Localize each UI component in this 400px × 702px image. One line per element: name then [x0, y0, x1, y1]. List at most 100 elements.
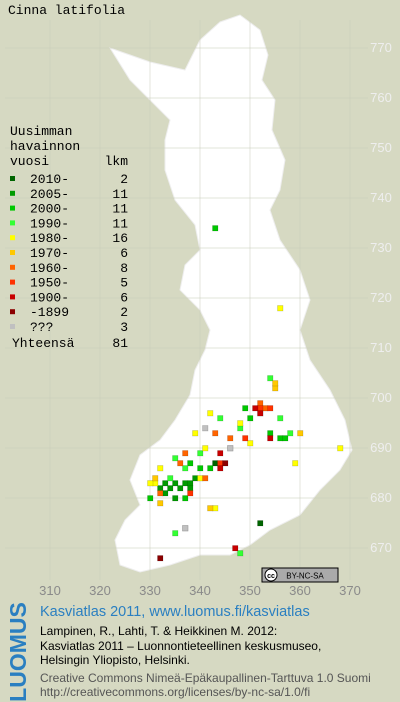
x-tick-label: 360	[289, 583, 311, 598]
y-tick-label: 760	[370, 90, 392, 105]
legend-swatch	[10, 324, 15, 329]
badge-text: BY-NC-SA	[286, 572, 324, 581]
observation-square	[187, 460, 194, 467]
observation-square	[212, 505, 219, 512]
legend-swatch	[10, 190, 15, 196]
observation-square	[267, 430, 274, 437]
observation-square	[167, 485, 174, 492]
observation-square	[257, 520, 264, 527]
species-title: Cinna latifolia	[8, 3, 125, 18]
observation-square	[187, 490, 194, 497]
observations	[147, 225, 344, 562]
observation-square	[232, 545, 239, 552]
observation-square	[277, 305, 284, 312]
observation-square	[192, 430, 199, 437]
observation-square	[157, 555, 164, 562]
observation-square	[212, 430, 219, 437]
x-tick-label: 320	[89, 583, 111, 598]
legend-count: 11	[112, 216, 128, 231]
observation-square	[222, 460, 229, 467]
legend-label: 1980-	[30, 231, 69, 246]
legend-label: 2000-	[30, 202, 69, 217]
observation-square	[172, 495, 179, 502]
observation-square	[217, 465, 224, 472]
observation-square	[247, 440, 254, 447]
y-tick-label: 710	[370, 340, 392, 355]
x-tick-label: 310	[39, 583, 61, 598]
observation-square	[197, 475, 204, 482]
legend-count: 6	[120, 290, 128, 305]
footer-link[interactable]: Kasviatlas 2011, www.luomus.fi/kasviatla…	[40, 604, 310, 620]
legend-label: -1899	[30, 305, 69, 320]
observation-square	[267, 435, 274, 442]
finland-shape	[108, 14, 353, 573]
legend-label: 2005-	[30, 187, 69, 202]
legend-heading: havainnon	[10, 139, 80, 154]
x-tick-label: 330	[139, 583, 161, 598]
license-badge: cc BY-NC-SA	[261, 567, 339, 583]
legend-count: 11	[112, 187, 128, 202]
observation-square	[157, 500, 164, 507]
legend-count: 6	[120, 246, 128, 261]
observation-square	[297, 430, 304, 437]
citation-line: Kasviatlas 2011 – Luonnontieteellinen ke…	[40, 639, 321, 653]
observation-square	[177, 485, 184, 492]
observation-square	[247, 415, 254, 422]
legend-heading: Uusimman	[10, 124, 72, 139]
observation-square	[217, 450, 224, 457]
observation-square	[182, 480, 189, 487]
observation-square	[147, 480, 154, 487]
legend-count: 2	[120, 172, 128, 187]
observation-square	[337, 445, 344, 452]
legend-label: 1900-	[30, 290, 69, 305]
legend-count: 5	[120, 276, 128, 291]
observation-square	[272, 380, 279, 387]
observation-square	[182, 450, 189, 457]
observation-square	[162, 480, 169, 487]
observation-square	[267, 375, 274, 382]
observation-square	[157, 485, 164, 492]
observation-square	[267, 405, 274, 412]
legend-label: 2010-	[30, 172, 69, 187]
observation-square	[257, 405, 264, 412]
legend-swatch	[10, 220, 15, 226]
observation-square	[172, 530, 179, 537]
legend-label: 1950-	[30, 276, 69, 291]
observation-square	[282, 435, 289, 442]
observation-square	[192, 475, 199, 482]
observation-square	[237, 420, 244, 427]
legend-total: 81	[112, 336, 128, 351]
citation-line: Helsingin Yliopisto, Helsinki.	[40, 653, 190, 667]
badge-cc: cc	[267, 573, 275, 580]
observation-square	[242, 405, 249, 412]
legend-swatch	[10, 279, 15, 285]
y-tick-label: 680	[370, 490, 392, 505]
observation-square	[257, 400, 264, 407]
y-tick-label: 750	[370, 140, 392, 155]
observation-square	[262, 405, 269, 412]
legend-swatch	[10, 309, 15, 315]
legend-count-heading: lkm	[105, 154, 129, 169]
badge-circle	[264, 568, 278, 582]
observation-square	[162, 490, 169, 497]
citation-line: Lampinen, R., Lahti, T. & Heikkinen M. 2…	[40, 624, 277, 638]
license-line[interactable]: http://creativecommons.org/licenses/by-n…	[40, 685, 310, 699]
legend-swatch	[10, 235, 15, 241]
observation-square	[177, 460, 184, 467]
observation-square	[167, 475, 174, 482]
observation-square	[202, 425, 209, 432]
y-tick-label: 670	[370, 540, 392, 555]
observation-square	[257, 410, 264, 417]
observation-square	[172, 480, 179, 487]
observation-square	[187, 480, 194, 487]
legend-count: 2	[120, 305, 128, 320]
x-tick-label: 340	[189, 583, 211, 598]
y-tick-label: 730	[370, 240, 392, 255]
observation-square	[172, 455, 179, 462]
legend-count: 3	[120, 320, 128, 335]
legend-count: 16	[112, 231, 128, 246]
legend-swatch	[10, 264, 15, 270]
observation-square	[157, 465, 164, 472]
observation-square	[242, 435, 249, 442]
